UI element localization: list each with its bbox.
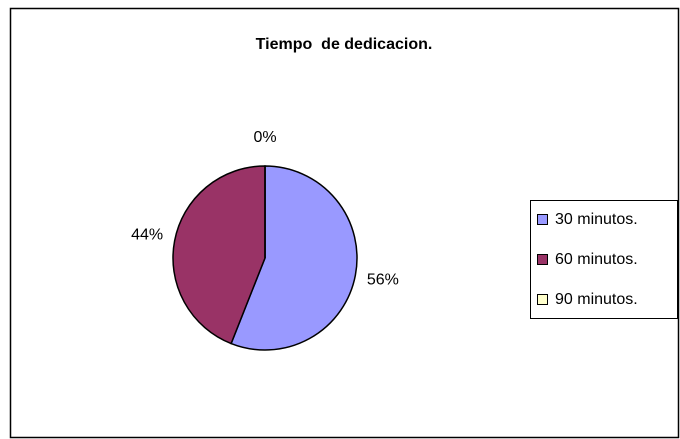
chart-title: Tiempo de dedicacion. — [256, 36, 433, 53]
legend-box — [530, 200, 678, 319]
legend-label: 30 minutos. — [555, 211, 638, 228]
legend-label: 90 minutos. — [555, 291, 638, 308]
legend-swatch — [537, 294, 548, 305]
pie-slice — [172, 165, 266, 345]
legend-swatch — [537, 254, 548, 265]
data-label: 0% — [253, 129, 276, 146]
legend-label: 60 minutos. — [555, 251, 638, 268]
pie-slice — [230, 165, 358, 351]
data-label: 44% — [131, 227, 163, 244]
legend-swatch — [537, 214, 548, 225]
data-label: 56% — [367, 272, 399, 289]
